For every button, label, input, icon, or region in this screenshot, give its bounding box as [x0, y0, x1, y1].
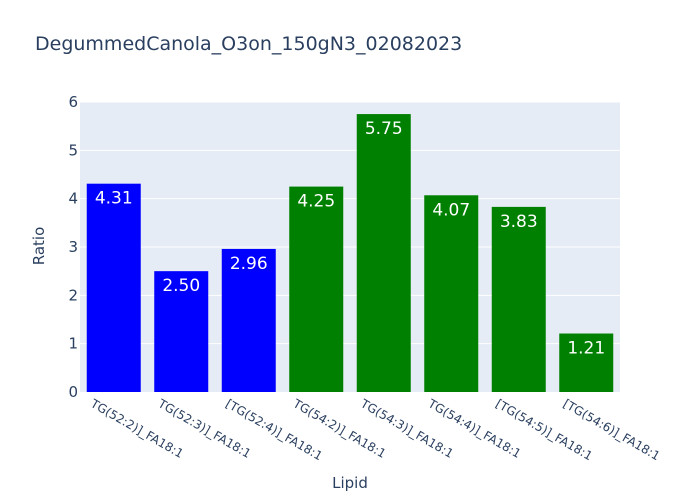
- bar: [289, 186, 344, 392]
- bar: [491, 206, 546, 392]
- bar: [424, 195, 479, 392]
- bar-value-label: 2.50: [162, 276, 200, 296]
- y-tick-label: 3: [68, 238, 78, 256]
- y-axis-ticks: 0 1 2 3 4 5 6: [68, 93, 78, 401]
- bar: [559, 333, 614, 392]
- bar-value-label: 4.07: [432, 200, 470, 220]
- bar-value-label: 3.83: [500, 212, 538, 232]
- y-tick-label: 1: [68, 335, 78, 353]
- bar-value-label: 5.75: [365, 119, 403, 139]
- y-axis-title: Ratio: [30, 227, 48, 266]
- x-axis-title: Lipid: [332, 474, 368, 492]
- bar-value-label: 4.25: [297, 192, 335, 212]
- bar: [86, 183, 141, 392]
- y-tick-label: 4: [68, 190, 78, 208]
- bar: [356, 114, 411, 392]
- bar: [221, 248, 276, 392]
- bar-value-label: 4.31: [95, 189, 133, 209]
- bars: [86, 114, 614, 392]
- y-tick-label: 6: [68, 93, 78, 111]
- bar-value-label: 2.96: [230, 254, 268, 274]
- bar: [154, 271, 209, 392]
- y-tick-label: 0: [68, 383, 78, 401]
- x-axis-ticks: TG(52:2)]_FA18:1TG(52:3)]_FA18:1[TG(52:4…: [87, 396, 662, 463]
- bar-value-labels: 4.31 2.50 2.96 4.25 5.75 4.07 3.83 1.21: [95, 119, 605, 358]
- y-tick-label: 2: [68, 286, 78, 304]
- chart-title: DegummedCanola_O3on_150gN3_02082023: [35, 33, 462, 55]
- bar-value-label: 1.21: [567, 339, 605, 359]
- y-tick-label: 5: [68, 141, 78, 159]
